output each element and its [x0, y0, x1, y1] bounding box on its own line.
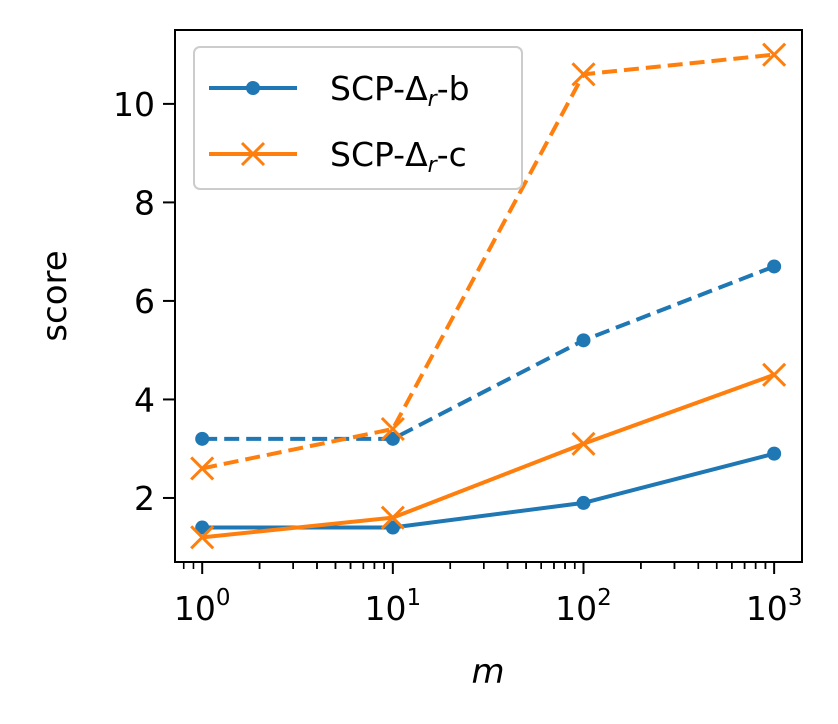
- series-c-dashed: [190, 42, 787, 481]
- data-point: [195, 431, 210, 446]
- series-line: [201, 52, 775, 471]
- data-point: [576, 333, 591, 348]
- legend-item-b: SCP-Δr-b: [209, 69, 470, 112]
- legend-marker: [240, 141, 266, 167]
- plot-frame: [174, 29, 803, 563]
- y-tick-label: 10: [113, 85, 155, 124]
- legend-marker: [246, 81, 260, 95]
- data-point: [385, 431, 400, 446]
- x-tick-label: 102: [555, 585, 612, 628]
- data-point: [571, 431, 596, 456]
- x-axis-label: m: [471, 652, 504, 692]
- x-axis: 100 101 102 103: [174, 562, 803, 628]
- legend-item-c: SCP-Δr-c: [209, 135, 467, 178]
- series-layer: [190, 42, 787, 550]
- y-axis-label: score: [35, 250, 75, 341]
- series-c-solid: [190, 362, 787, 550]
- series-line: [201, 372, 775, 540]
- data-point: [762, 42, 787, 67]
- series-line: [202, 264, 775, 441]
- y-tick-label: 6: [134, 282, 155, 321]
- data-point: [571, 62, 596, 87]
- y-tick-label: 4: [134, 380, 155, 419]
- data-point: [190, 525, 215, 550]
- data-point: [380, 505, 405, 530]
- legend: SCP-Δr-b SCP-Δr-c: [193, 46, 523, 190]
- data-point: [385, 520, 400, 535]
- x-tick-label: 100: [174, 585, 231, 628]
- data-point: [380, 416, 405, 442]
- y-axis: 2 4 6 8 10: [113, 85, 175, 518]
- data-point: [190, 456, 215, 481]
- data-point: [762, 362, 787, 387]
- x-tick-label: 101: [365, 585, 422, 628]
- x-tick-label: 103: [746, 585, 803, 628]
- data-point: [576, 495, 591, 510]
- data-point: [195, 520, 210, 535]
- legend-label: SCP-Δr-c: [330, 135, 467, 178]
- y-tick-label: 2: [134, 479, 155, 518]
- data-point: [767, 259, 782, 274]
- legend-label: SCP-Δr-b: [330, 69, 470, 112]
- series-b-dashed: [195, 259, 782, 446]
- y-tick-label: 8: [134, 183, 155, 222]
- data-point: [767, 446, 782, 461]
